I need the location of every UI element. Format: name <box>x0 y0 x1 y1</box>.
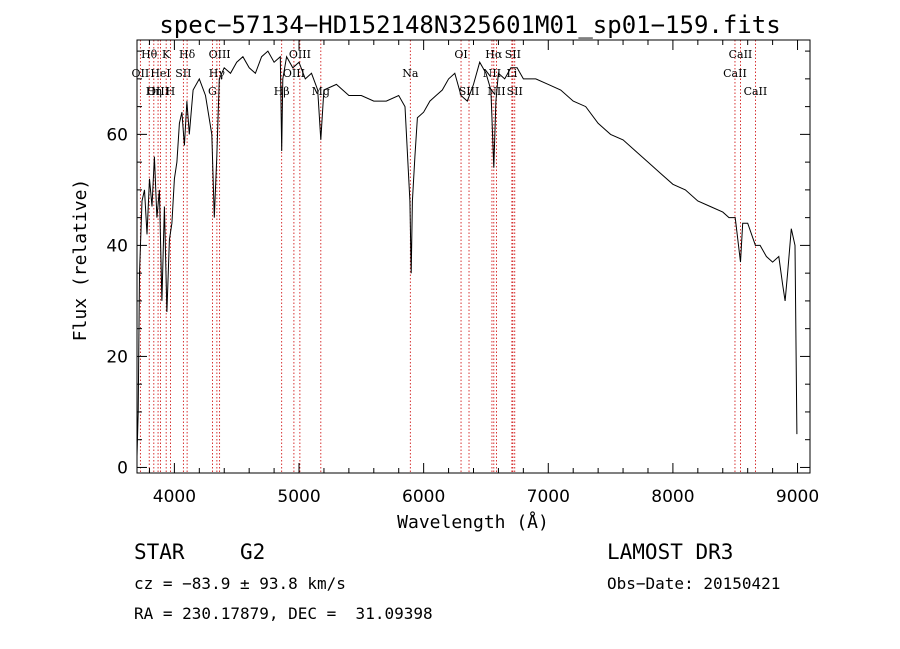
line-marker-label: Mg <box>312 85 330 98</box>
x-axis-label: Wavelength (Å) <box>397 511 549 533</box>
line-marker-label: SII <box>505 48 521 61</box>
line-marker-label: Li <box>506 67 517 80</box>
line-marker-label: OIII <box>147 85 169 98</box>
chart-title: spec−57134−HD152148N325601M01_sp01−159.f… <box>159 11 780 39</box>
spectrum-line <box>136 50 798 457</box>
line-marker-label: Hθ <box>141 48 158 61</box>
coordinates: RA = 230.17879, DEC = 31.09398 <box>134 604 433 623</box>
y-tick-label: 0 <box>117 458 128 478</box>
y-tick-label: 60 <box>106 125 128 145</box>
line-marker-label: Hα <box>485 48 503 61</box>
line-marker-label: H <box>166 85 176 98</box>
redshift-text: cz = −83.9 ± 93.8 km/s <box>134 574 346 593</box>
line-marker-label: HeI <box>150 67 170 80</box>
line-marker-label: CaII <box>729 48 753 61</box>
x-tick-label: 5000 <box>277 487 320 507</box>
line-marker-label: K <box>162 48 171 61</box>
line-marker-label: OIII <box>289 48 311 61</box>
y-tick-label: 40 <box>106 236 128 256</box>
line-marker-label: OI <box>454 48 467 61</box>
line-marker-label: SII <box>175 67 191 80</box>
line-marker-label: Na <box>402 67 419 80</box>
y-axis-label: Flux (relative) <box>70 179 91 342</box>
object-class: STAR <box>134 540 185 564</box>
line-marker-label: Hη <box>146 85 162 98</box>
obs-date: Obs−Date: 20150421 <box>607 574 781 593</box>
line-marker-label: CaII <box>744 85 768 98</box>
line-markers <box>139 40 756 473</box>
y-tick-label: 20 <box>106 347 128 367</box>
x-axis-ticks: 4000 5000 6000 7000 8000 9000 <box>148 40 819 507</box>
line-marker-label: G <box>208 85 217 98</box>
line-marker-label: OIII <box>283 67 305 80</box>
line-marker-label: SIII <box>459 85 480 98</box>
line-marker-label: SII <box>507 85 523 98</box>
line-marker-label: CaII <box>723 67 747 80</box>
line-marker-label: Hγ <box>209 67 226 80</box>
line-marker-label: OIII <box>209 48 231 61</box>
x-tick-label: 4000 <box>153 487 196 507</box>
object-subclass: G2 <box>240 540 266 564</box>
x-tick-label: 6000 <box>402 487 445 507</box>
x-tick-label: 8000 <box>651 487 694 507</box>
line-marker-label: OII <box>132 67 150 80</box>
x-tick-label: 9000 <box>776 487 819 507</box>
line-marker-label: Hβ <box>274 85 290 98</box>
survey-name: LAMOST DR3 <box>607 540 734 564</box>
y-axis-ticks: 0 20 40 60 <box>106 50 810 478</box>
x-tick-label: 7000 <box>527 487 570 507</box>
plot-frame <box>136 39 811 474</box>
line-marker-label: Hδ <box>179 48 196 61</box>
